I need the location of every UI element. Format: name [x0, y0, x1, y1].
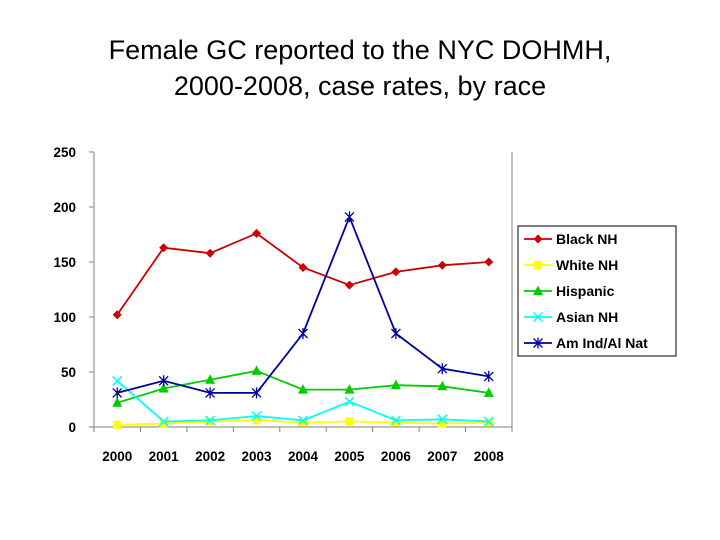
data-point-hispanic [205, 374, 216, 384]
data-point-hispanic [298, 384, 308, 394]
data-point-white-nh [345, 417, 354, 426]
y-tick-label: 50 [61, 365, 76, 380]
data-point-hispanic [112, 397, 123, 407]
legend-marker-black-nh [533, 234, 543, 244]
data-point-asian-nh [483, 416, 494, 427]
data-point-black-nh [159, 243, 169, 253]
data-point-white-nh [206, 417, 215, 426]
data-point-hispanic [437, 380, 448, 391]
y-tick-label: 250 [53, 145, 76, 160]
data-point-asian-nh [390, 415, 401, 426]
data-point-asian-nh [112, 375, 123, 386]
data-point-am-ind-al-nat [483, 370, 494, 382]
x-tick-label: 2005 [334, 449, 365, 464]
legend-marker-am-ind-al-nat [533, 337, 543, 349]
y-tick-label: 100 [53, 310, 76, 325]
legend-marker-white-nh [534, 261, 542, 269]
chart-title: Female GC reported to the NYC DOHMH, 200… [0, 32, 720, 104]
x-tick-label: 2002 [195, 449, 225, 464]
y-tick-label: 0 [68, 420, 76, 435]
data-point-white-nh [438, 419, 447, 428]
data-point-asian-nh [251, 410, 262, 422]
data-point-black-nh [437, 260, 447, 270]
data-point-am-ind-al-nat [158, 375, 169, 387]
data-point-white-nh [484, 418, 493, 427]
legend-marker-asian-nh [532, 311, 544, 323]
data-point-white-nh [252, 416, 261, 425]
legend-marker-hispanic [533, 285, 543, 295]
data-point-black-nh [344, 280, 354, 290]
data-point-am-ind-al-nat [298, 328, 308, 339]
series-line-black-nh [116, 232, 489, 316]
data-point-black-nh [252, 228, 262, 238]
data-point-am-ind-al-nat [390, 328, 401, 339]
x-tick-label: 2000 [102, 449, 132, 464]
data-point-black-nh [391, 267, 401, 277]
data-point-hispanic [344, 384, 355, 394]
data-point-hispanic [158, 383, 169, 393]
data-point-am-ind-al-nat [344, 211, 355, 223]
x-tick-label: 2004 [288, 449, 319, 464]
x-tick-label: 2008 [474, 449, 505, 464]
data-point-am-ind-al-nat [251, 387, 262, 399]
data-point-black-nh [205, 248, 215, 258]
legend-label-am-ind-al-nat: Am Ind/Al Nat [556, 335, 648, 351]
data-point-asian-nh [344, 396, 355, 407]
data-point-white-nh [159, 419, 168, 428]
y-tick-label: 200 [53, 200, 76, 215]
x-tick-label: 2003 [242, 449, 273, 464]
data-point-hispanic [483, 387, 494, 397]
x-tick-label: 2007 [427, 449, 457, 464]
data-point-black-nh [484, 257, 494, 267]
data-point-white-nh [113, 420, 122, 429]
data-point-am-ind-al-nat [437, 363, 448, 375]
series-line-am-ind-al-nat [116, 214, 489, 394]
data-point-white-nh [391, 418, 400, 427]
data-point-asian-nh [158, 416, 169, 427]
data-point-asian-nh [205, 415, 216, 426]
title-line-2: 2000-2008, case rates, by race [173, 71, 547, 101]
data-point-am-ind-al-nat [112, 387, 123, 399]
data-point-asian-nh [297, 415, 309, 426]
x-tick-label: 2006 [381, 449, 412, 464]
data-point-hispanic [390, 379, 401, 390]
title-line-1: Female GC reported to the NYC DOHMH, [108, 35, 612, 65]
data-point-asian-nh [437, 414, 448, 425]
data-point-am-ind-al-nat [205, 387, 216, 399]
data-point-black-nh [112, 310, 122, 320]
data-point-hispanic [251, 365, 262, 375]
data-point-white-nh [299, 418, 307, 427]
legend-label-black-nh: Black NH [556, 231, 617, 247]
legend-label-asian-nh: Asian NH [556, 309, 618, 325]
y-tick-label: 150 [53, 255, 76, 270]
data-point-black-nh [298, 263, 308, 272]
legend-label-white-nh: White NH [556, 257, 618, 273]
x-tick-label: 2001 [149, 449, 180, 464]
legend-label-hispanic: Hispanic [556, 283, 615, 299]
